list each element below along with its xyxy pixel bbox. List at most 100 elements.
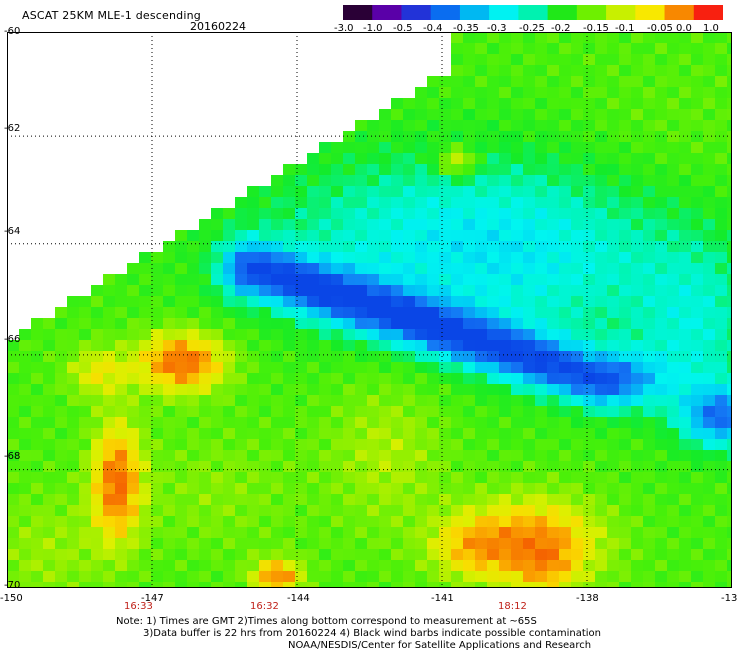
- data-cell: [571, 516, 584, 528]
- data-cell: [307, 241, 320, 253]
- data-cell: [475, 538, 488, 550]
- data-cell: [163, 439, 176, 451]
- data-cell: [487, 241, 500, 253]
- data-cell: [367, 274, 380, 286]
- data-cell: [247, 516, 260, 528]
- data-cell: [175, 505, 188, 517]
- data-cell: [403, 538, 416, 550]
- data-cell: [559, 296, 572, 308]
- data-cell: [571, 505, 584, 517]
- data-cell: [511, 120, 524, 132]
- data-cell: [691, 582, 704, 588]
- data-cell: [571, 263, 584, 275]
- data-cell: [235, 285, 248, 297]
- data-cell: [607, 395, 620, 407]
- data-cell: [67, 549, 80, 561]
- data-cell: [43, 571, 56, 583]
- data-cell: [343, 351, 356, 363]
- data-cell: [703, 373, 716, 385]
- data-cell: [571, 549, 584, 561]
- data-cell: [355, 307, 368, 319]
- data-cell: [727, 582, 732, 588]
- data-cell: [523, 98, 536, 110]
- data-cell: [535, 186, 548, 198]
- data-cell: [523, 505, 536, 517]
- data-cell: [355, 439, 368, 451]
- data-cell: [643, 582, 656, 588]
- data-cell: [463, 296, 476, 308]
- data-cell: [595, 417, 608, 429]
- data-cell: [487, 263, 500, 275]
- data-cell: [427, 263, 440, 275]
- data-cell: [211, 538, 224, 550]
- data-cell: [631, 384, 644, 396]
- data-cell: [451, 428, 464, 440]
- data-cell: [499, 87, 512, 99]
- data-cell: [355, 472, 368, 484]
- data-cell: [271, 175, 284, 187]
- data-cell: [295, 252, 308, 264]
- data-cell: [727, 461, 732, 473]
- data-cell: [463, 87, 476, 99]
- pass-time-2: 16:32: [250, 601, 279, 612]
- data-cell: [679, 329, 692, 341]
- data-cell: [403, 560, 416, 572]
- data-cell: [295, 384, 308, 396]
- data-cell: [679, 318, 692, 330]
- data-cell: [211, 351, 224, 363]
- data-cell: [655, 296, 668, 308]
- data-cell: [163, 483, 176, 495]
- data-cell: [547, 98, 560, 110]
- data-cell: [571, 153, 584, 165]
- data-cell: [523, 230, 536, 242]
- data-cell: [151, 560, 164, 572]
- data-cell: [535, 175, 548, 187]
- data-cell: [151, 362, 164, 374]
- data-cell: [607, 450, 620, 462]
- data-cell: [307, 549, 320, 561]
- colorbar-swatch: [489, 5, 519, 20]
- data-cell: [247, 417, 260, 429]
- data-cell: [103, 472, 116, 484]
- data-cell: [619, 274, 632, 286]
- data-cell: [511, 241, 524, 253]
- data-cell: [151, 428, 164, 440]
- data-cell: [235, 329, 248, 341]
- data-cell: [355, 219, 368, 231]
- data-cell: [91, 527, 104, 539]
- data-cell: [667, 186, 680, 198]
- data-cell: [631, 318, 644, 330]
- data-cell: [619, 395, 632, 407]
- data-cell: [643, 395, 656, 407]
- data-cell: [715, 560, 728, 572]
- data-cell: [439, 87, 452, 99]
- data-cell: [271, 241, 284, 253]
- data-cell: [355, 329, 368, 341]
- data-cell: [607, 483, 620, 495]
- data-cell: [403, 450, 416, 462]
- data-cell: [715, 461, 728, 473]
- data-cell: [487, 153, 500, 165]
- colorbar-swatch: [459, 5, 490, 20]
- data-cell: [259, 384, 272, 396]
- data-cell: [259, 406, 272, 418]
- data-cell: [271, 252, 284, 264]
- data-cell: [355, 296, 368, 308]
- data-cell: [463, 428, 476, 440]
- data-cell: [223, 318, 236, 330]
- data-cell: [535, 307, 548, 319]
- data-cell: [499, 142, 512, 154]
- data-cell: [355, 483, 368, 495]
- data-cell: [31, 351, 44, 363]
- data-cell: [7, 527, 20, 539]
- data-cell: [211, 472, 224, 484]
- data-cell: [235, 549, 248, 561]
- data-cell: [715, 351, 728, 363]
- data-cell: [475, 186, 488, 198]
- data-cell: [223, 340, 236, 352]
- data-cell: [307, 395, 320, 407]
- data-cell: [631, 54, 644, 66]
- data-cell: [319, 428, 332, 440]
- data-cell: [631, 230, 644, 242]
- lat-label-62: -62: [4, 123, 21, 134]
